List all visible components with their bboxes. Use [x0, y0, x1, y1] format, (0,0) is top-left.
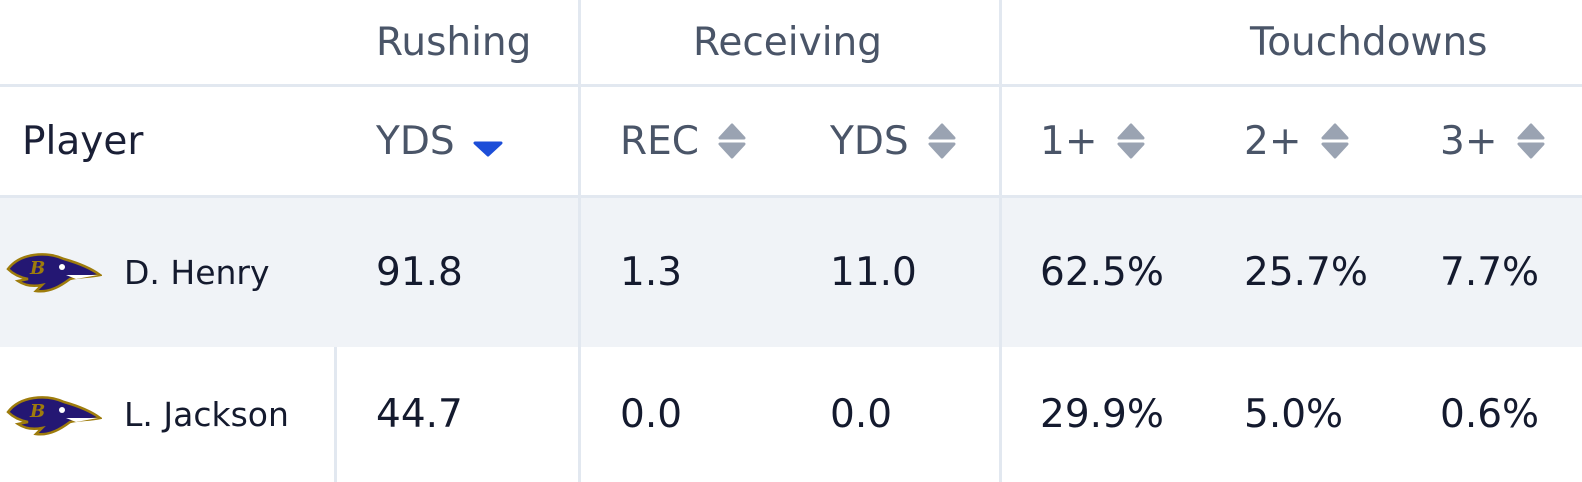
group-header-text: Receiving [693, 20, 883, 65]
group-header: Receiving [693, 0, 882, 85]
sort-icon[interactable] [1516, 121, 1546, 161]
row-background [0, 197, 1582, 347]
column-header[interactable]: REC [620, 85, 747, 197]
stat-value: 11.0 [830, 249, 917, 295]
stat-cell: 5.0% [1244, 347, 1343, 482]
stat-cell: 7.7% [1440, 197, 1539, 347]
column-header[interactable]: 3+ [1440, 85, 1546, 197]
stat-cell: 62.5% [1040, 197, 1164, 347]
stat-value: 62.5% [1040, 249, 1164, 295]
sort-icon[interactable] [927, 121, 957, 161]
svg-text:B: B [29, 401, 45, 422]
stat-value: 29.9% [1040, 392, 1164, 437]
group-header-text: Touchdowns [1250, 20, 1488, 65]
stat-value: 0.0 [830, 392, 893, 437]
column-header-text: YDS [376, 118, 455, 164]
sort-icon[interactable] [1116, 121, 1146, 161]
column-header-text: YDS [830, 118, 909, 164]
player-cell[interactable]: B D. Henry [6, 197, 270, 347]
sort-icon[interactable] [717, 121, 747, 161]
stat-value: 0.6% [1440, 392, 1540, 437]
svg-text:B: B [29, 258, 45, 279]
team-logo: B [6, 395, 102, 436]
player-cell[interactable]: B L. Jackson [6, 347, 289, 482]
stat-value: 25.7% [1244, 249, 1368, 295]
player-name: L. Jackson [124, 395, 289, 434]
column-header: Player [22, 85, 143, 197]
stat-cell: 29.9% [1040, 347, 1164, 482]
stat-value: 44.7 [376, 392, 463, 437]
divider [999, 0, 1002, 482]
group-header-text: Rushing [376, 20, 532, 65]
divider [0, 195, 1582, 198]
team-logo: B [6, 253, 102, 293]
column-header[interactable]: YDS [830, 85, 957, 197]
divider [334, 347, 337, 482]
stat-value: 5.0% [1244, 392, 1344, 437]
stat-cell: 1.3 [620, 197, 682, 347]
divider [0, 84, 1582, 87]
stat-cell: 91.8 [376, 197, 463, 347]
column-header[interactable]: 2+ [1244, 85, 1350, 197]
stat-cell: 0.6% [1440, 347, 1539, 482]
column-header-text: REC [620, 118, 699, 164]
sort-icon[interactable] [1320, 121, 1350, 161]
column-header-text: 1+ [1040, 118, 1098, 164]
column-header[interactable]: YDS [376, 85, 503, 197]
sort-icon[interactable] [473, 121, 503, 161]
stat-value: 7.7% [1440, 249, 1540, 295]
stat-value: 0.0 [620, 392, 683, 437]
player-name: D. Henry [124, 252, 270, 292]
stat-cell: 0.0 [620, 347, 682, 482]
stat-cell: 44.7 [376, 347, 463, 482]
column-header-text: 3+ [1440, 118, 1498, 164]
column-header[interactable]: 1+ [1040, 85, 1146, 197]
group-header: Rushing [376, 0, 531, 85]
stat-cell: 25.7% [1244, 197, 1368, 347]
stat-cell: 11.0 [830, 197, 917, 347]
divider [578, 0, 581, 482]
column-header-text: Player [22, 118, 144, 164]
column-header-text: 2+ [1244, 118, 1302, 164]
group-header: Touchdowns [1250, 0, 1488, 85]
stat-value: 1.3 [620, 249, 683, 295]
stat-cell: 0.0 [830, 347, 892, 482]
stat-value: 91.8 [376, 249, 463, 295]
